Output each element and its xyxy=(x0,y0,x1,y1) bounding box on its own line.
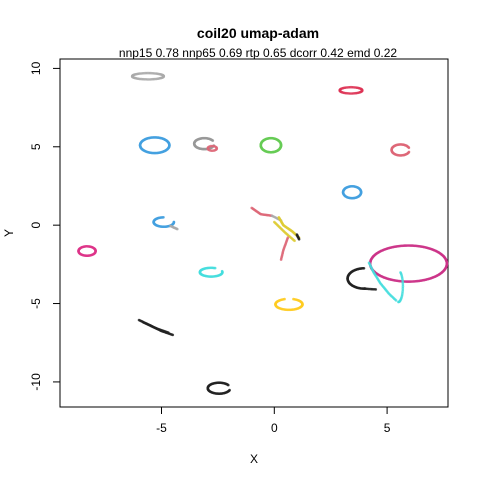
data-point xyxy=(220,269,224,273)
data-point xyxy=(360,89,364,93)
point-cluster xyxy=(152,216,176,228)
point-cluster xyxy=(346,267,367,290)
point-cluster xyxy=(130,71,166,81)
data-point xyxy=(162,75,165,78)
point-cluster xyxy=(138,136,171,155)
chart-subtitle: nnp15 0.78 nnp65 0.69 rtp 0.65 dcorr 0.4… xyxy=(119,46,398,60)
point-cluster xyxy=(259,136,283,154)
point-cluster xyxy=(142,321,170,334)
x-tick-label: 5 xyxy=(384,421,391,435)
y-tick-label: 0 xyxy=(29,222,43,229)
data-point xyxy=(167,331,170,334)
y-axis: 10 5 0 -5 -10 xyxy=(29,61,60,391)
x-axis: -5 0 5 xyxy=(156,407,391,435)
point-cluster xyxy=(250,206,274,218)
data-point xyxy=(168,144,171,147)
data-point xyxy=(399,271,402,274)
plot-frame xyxy=(59,58,449,408)
data-point xyxy=(359,191,363,195)
point-cluster xyxy=(273,220,296,243)
point-cluster xyxy=(192,136,216,151)
point-cluster xyxy=(206,144,219,152)
point-cluster xyxy=(341,185,363,200)
point-cluster xyxy=(368,244,449,283)
y-tick-label: -10 xyxy=(29,373,43,391)
data-point xyxy=(171,333,175,337)
data-points xyxy=(77,71,449,396)
y-tick-label: -5 xyxy=(29,298,43,309)
point-cluster xyxy=(198,266,224,278)
data-point xyxy=(297,238,301,241)
chart-title: coil20 umap-adam xyxy=(197,25,319,41)
point-cluster xyxy=(363,287,378,291)
point-cluster xyxy=(279,236,290,261)
data-point xyxy=(172,220,176,224)
y-tick-label: 5 xyxy=(29,143,43,150)
point-cluster xyxy=(367,261,398,302)
data-point xyxy=(176,227,179,231)
y-tick-label: 10 xyxy=(29,61,43,75)
point-cluster xyxy=(77,245,97,257)
data-point xyxy=(374,288,378,291)
point-cluster xyxy=(169,224,179,231)
point-cluster xyxy=(206,381,231,396)
x-tick-label: -5 xyxy=(156,421,167,435)
data-point xyxy=(445,262,449,266)
point-cluster xyxy=(338,85,364,95)
x-axis-label: X xyxy=(250,452,258,466)
data-point xyxy=(293,239,296,243)
point-cluster xyxy=(274,297,304,312)
y-axis-label: Y xyxy=(2,229,16,237)
data-point xyxy=(279,144,283,147)
data-point xyxy=(215,147,218,151)
data-point xyxy=(279,258,283,261)
data-point xyxy=(94,250,97,253)
point-cluster xyxy=(390,143,411,157)
data-point xyxy=(292,297,295,301)
point-cluster xyxy=(397,271,405,304)
data-point xyxy=(394,299,398,302)
point-cluster xyxy=(295,233,301,241)
data-point xyxy=(407,150,411,154)
data-point xyxy=(228,388,231,392)
x-tick-label: 0 xyxy=(271,421,278,435)
